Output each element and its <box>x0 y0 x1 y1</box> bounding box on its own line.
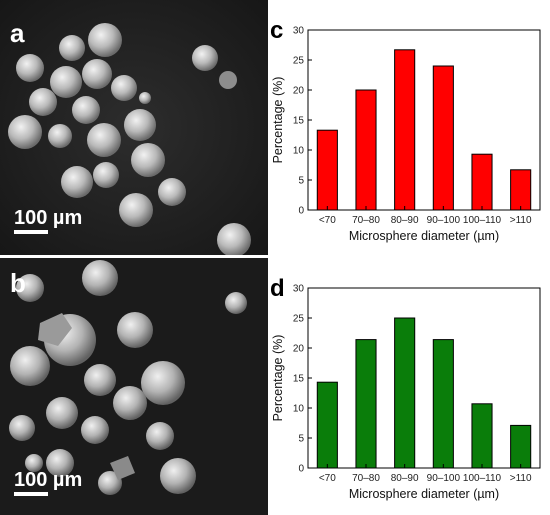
x-tick-label: <70 <box>319 215 336 226</box>
bar-2 <box>394 49 416 211</box>
scale-bar-label-b: 100 µm <box>14 469 82 491</box>
bar-5 <box>510 169 532 211</box>
y-tick-label: 15 <box>293 374 305 385</box>
bar-3 <box>432 65 454 211</box>
y-tick-label: 0 <box>298 206 304 217</box>
y-axis-label: Percentage (%) <box>271 335 285 422</box>
y-tick-label: 30 <box>293 284 305 295</box>
x-tick-label: 90–100 <box>427 215 461 226</box>
x-axis-label: Microsphere diameter (µm) <box>349 229 499 243</box>
plot-frame <box>307 29 541 211</box>
panel-letter-a: a <box>10 18 25 48</box>
y-tick-label: 5 <box>298 434 304 445</box>
sem-image-a: a 100 µm <box>0 0 268 255</box>
x-tick-label: 70–80 <box>352 215 380 226</box>
bars-group <box>316 49 532 211</box>
bar-4 <box>471 153 493 211</box>
y-tick-label: 20 <box>293 86 305 97</box>
x-tick-label: 80–90 <box>391 473 419 484</box>
x-axis-label: Microsphere diameter (µm) <box>349 487 499 501</box>
y-ticks: 0 5 10 15 20 25 30 <box>293 284 312 475</box>
x-tick-label: <70 <box>319 473 336 484</box>
bar-1 <box>355 89 377 211</box>
y-tick-label: 15 <box>293 116 305 127</box>
bar-3 <box>432 339 454 469</box>
y-tick-label: 0 <box>298 464 304 475</box>
microspheres-a <box>8 23 251 255</box>
x-tick-label: 100–110 <box>463 473 502 484</box>
bar-1 <box>355 339 377 469</box>
y-tick-label: 30 <box>293 26 305 37</box>
y-tick-label: 10 <box>293 146 305 157</box>
scale-bar-b <box>14 492 48 496</box>
x-tick-label: >110 <box>510 473 532 484</box>
x-tick-label: >110 <box>510 215 532 226</box>
panel-letter-b: b <box>10 268 26 298</box>
y-ticks: 0 5 10 15 20 25 30 <box>293 26 312 217</box>
bar-4 <box>471 403 493 469</box>
y-tick-label: 5 <box>298 176 304 187</box>
bar-0 <box>316 381 338 469</box>
bar-2 <box>394 317 416 469</box>
microspheres-b <box>9 260 247 495</box>
y-axis-label: Percentage (%) <box>271 77 285 164</box>
bar-chart-c: c 0 5 10 15 20 25 30 <70 70–80 80–90 90–100 100–11… <box>270 17 541 243</box>
scale-bar-a <box>14 230 48 234</box>
x-ticks: <70 70–80 80–90 90–100 100–110 >110 <box>319 206 532 226</box>
bar-5 <box>510 424 532 469</box>
x-tick-label: 100–110 <box>463 215 502 226</box>
y-tick-label: 10 <box>293 404 305 415</box>
y-tick-label: 20 <box>293 344 305 355</box>
x-tick-label: 70–80 <box>352 473 380 484</box>
bar-chart-d: d 0 5 10 15 20 25 30 <70 70–80 80–90 90–100 100–11… <box>270 275 541 501</box>
x-tick-label: 80–90 <box>391 215 419 226</box>
chart-letter-d: d <box>270 275 285 302</box>
bars-group <box>316 317 532 469</box>
x-ticks: <70 70–80 80–90 90–100 100–110 >110 <box>319 464 532 484</box>
bar-0 <box>316 129 338 211</box>
y-tick-label: 25 <box>293 56 305 67</box>
chart-letter-c: c <box>270 17 283 44</box>
scale-bar-label-a: 100 µm <box>14 207 82 229</box>
y-tick-label: 25 <box>293 314 305 325</box>
x-tick-label: 90–100 <box>427 473 461 484</box>
sem-image-b: b 100 µm <box>0 258 268 515</box>
plot-frame <box>307 287 541 469</box>
